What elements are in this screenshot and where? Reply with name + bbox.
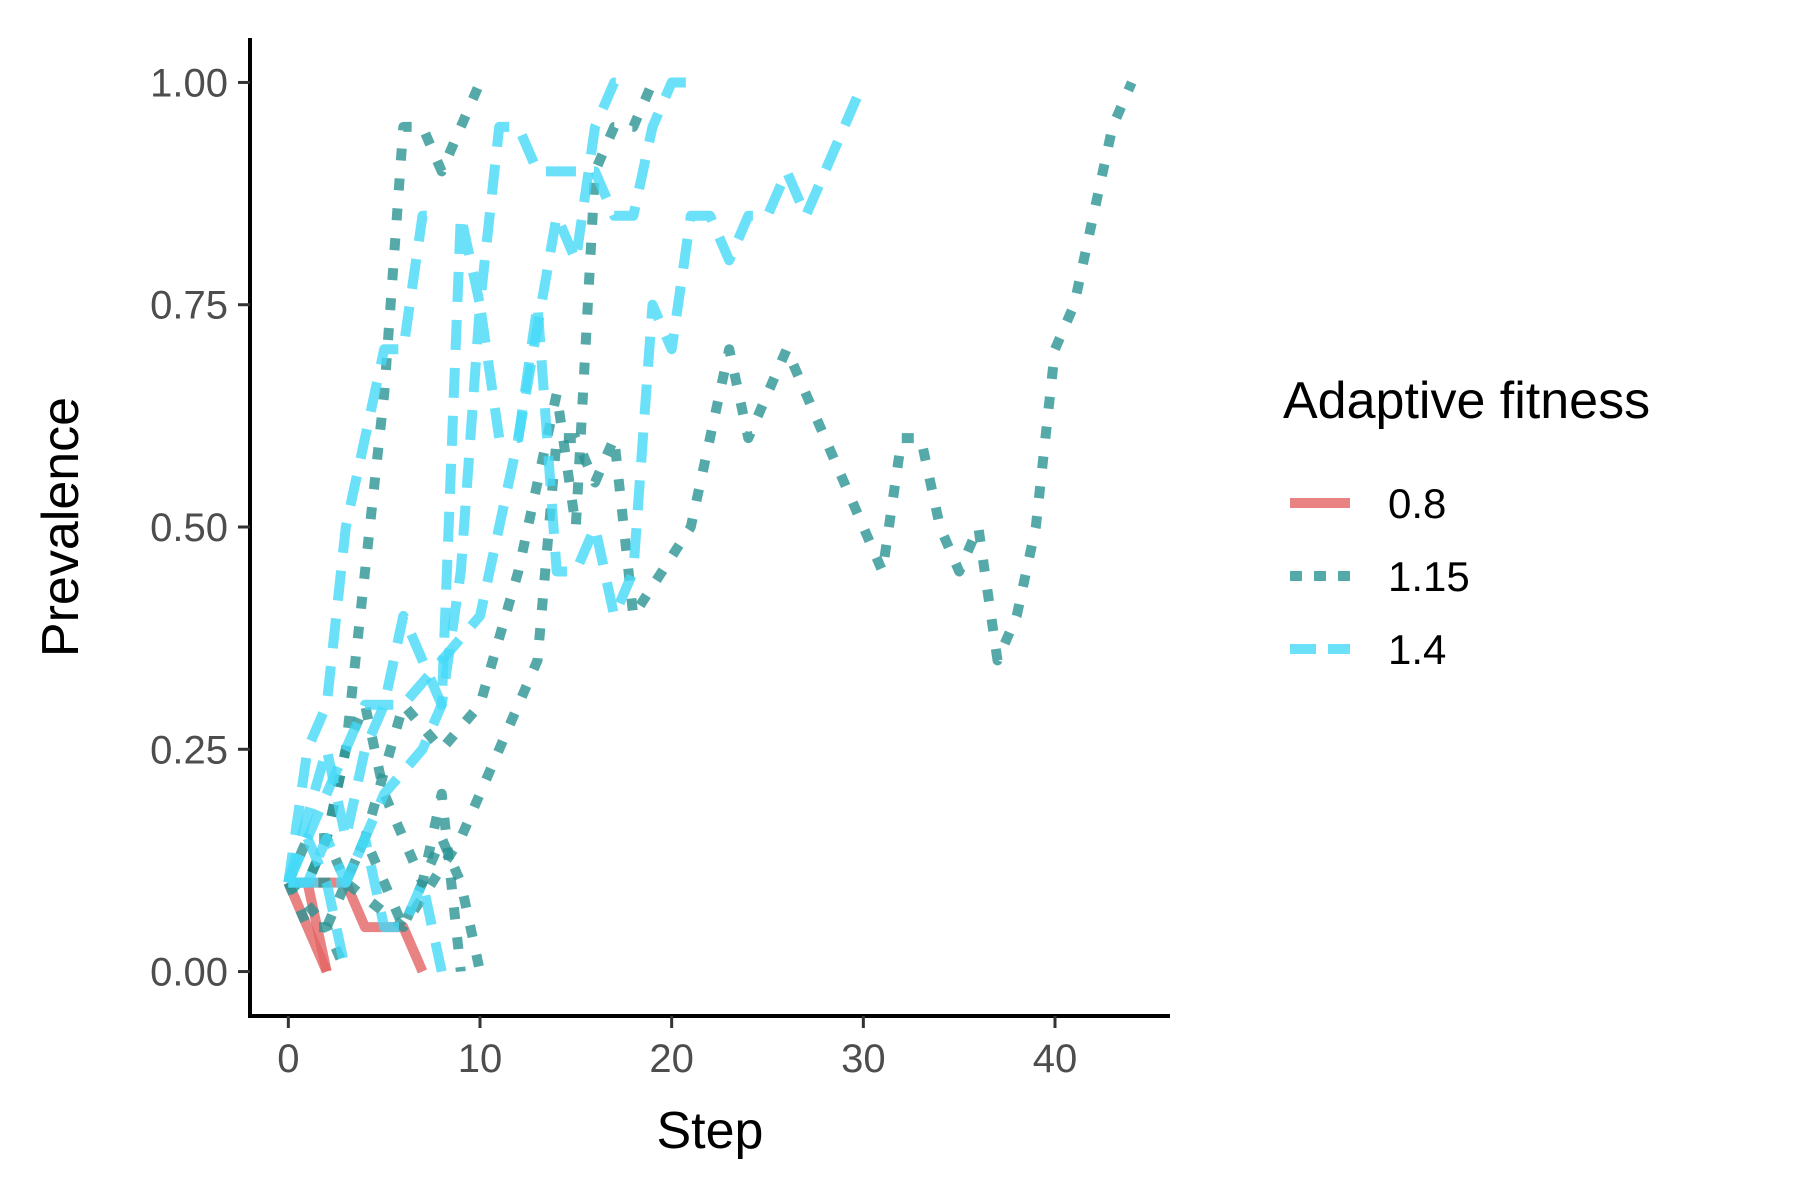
y-axis-title: Prevalence xyxy=(32,397,90,657)
x-tick-label: 20 xyxy=(649,1037,694,1081)
axes: 0.00 0.25 0.50 0.75 1.00 0 10 20 30 40 xyxy=(150,38,1170,1081)
legend-label: 1.15 xyxy=(1388,553,1470,600)
series-line-1_4-10 xyxy=(283,210,442,884)
legend-title: Adaptive fitness xyxy=(1283,372,1650,430)
x-tick-label: 40 xyxy=(1033,1037,1078,1081)
y-tick-label: 0.75 xyxy=(150,284,228,328)
series-line-1_4-14 xyxy=(283,77,634,885)
plot-lines xyxy=(283,77,1137,974)
x-axis-title: Step xyxy=(657,1102,764,1160)
series-line-1_15-7 xyxy=(284,80,658,933)
legend-label: 1.4 xyxy=(1388,626,1446,673)
series-line-1_15-6 xyxy=(288,80,485,888)
y-tick-label: 0.25 xyxy=(150,728,228,772)
y-tick-label: 0.00 xyxy=(150,951,228,995)
x-tick-label: 10 xyxy=(458,1037,503,1081)
series-line-1_15-8 xyxy=(288,80,1137,933)
x-tick-label: 30 xyxy=(841,1037,886,1081)
series-line-1_15-4 xyxy=(288,833,485,973)
legend-label: 0.8 xyxy=(1388,480,1446,527)
x-tick-label: 0 xyxy=(277,1037,299,1081)
series-line-1_4-12 xyxy=(283,77,691,884)
y-tick-label: 1.00 xyxy=(150,61,228,105)
y-tick-label: 0.50 xyxy=(150,506,228,550)
legend: Adaptive fitness 0.8 1.15 1.4 xyxy=(1283,372,1650,673)
